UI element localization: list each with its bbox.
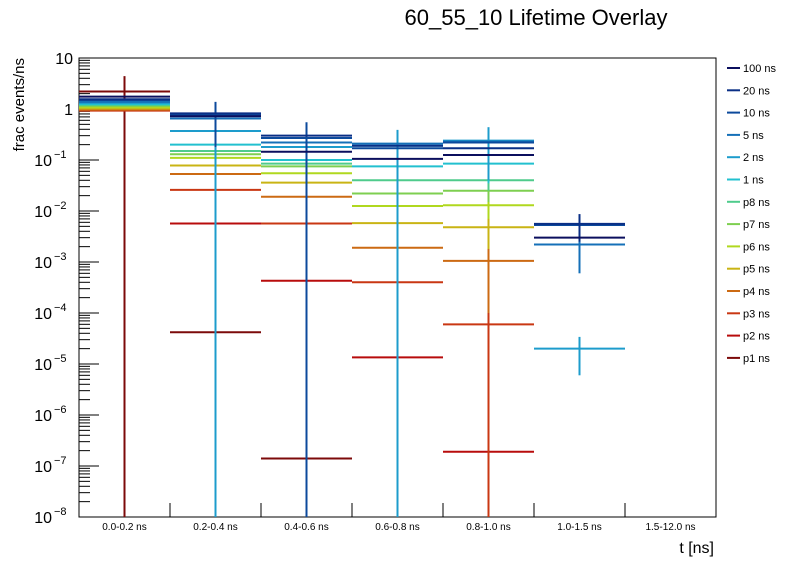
legend-label: p3 ns xyxy=(743,308,770,320)
y-tick-label: 10 xyxy=(34,204,52,221)
y-tick-label: 10 xyxy=(34,408,52,425)
x-tick-label: 1.5-12.0 ns xyxy=(645,522,695,533)
legend-item: p3 ns xyxy=(727,308,770,320)
legend-item: p8 ns xyxy=(727,197,770,209)
y-tick-label-exponent: −6 xyxy=(54,404,67,416)
y-tick-label-exponent: −1 xyxy=(54,149,67,161)
chart-title: 60_55_10 Lifetime Overlay xyxy=(405,5,668,30)
legend-label: 20 ns xyxy=(743,85,770,97)
x-tick-label: 0.0-0.2 ns xyxy=(102,522,146,533)
legend: 100 ns 20 ns 10 ns 5 ns 2 ns 1 ns p8 ns p7 ns p6… xyxy=(727,63,777,365)
legend-label: 1 ns xyxy=(743,175,764,187)
legend-item: 1 ns xyxy=(727,175,764,187)
series-10-ns xyxy=(79,99,625,517)
x-tick-label: 0.8-1.0 ns xyxy=(466,522,510,533)
legend-item: p5 ns xyxy=(727,264,770,276)
legend-label: p5 ns xyxy=(743,264,770,276)
x-tick-label: 0.4-0.6 ns xyxy=(284,522,328,533)
y-tick-label: 1 xyxy=(64,102,73,119)
y-tick-label: 10 xyxy=(34,306,52,323)
y-tick-label-exponent: −7 xyxy=(54,455,67,467)
legend-label: 5 ns xyxy=(743,130,764,142)
legend-item: p4 ns xyxy=(727,286,770,298)
y-tick-label-exponent: −3 xyxy=(54,251,67,263)
legend-label: p1 ns xyxy=(743,353,770,365)
x-tick-label: 1.0-1.5 ns xyxy=(557,522,601,533)
legend-item: p1 ns xyxy=(727,353,770,365)
legend-label: p2 ns xyxy=(743,331,770,343)
y-tick-label: 10 xyxy=(34,459,52,476)
series-100-ns xyxy=(79,95,625,239)
legend-label: 100 ns xyxy=(743,63,777,75)
x-tick-label: 0.6-0.8 ns xyxy=(375,522,419,533)
legend-item: 5 ns xyxy=(727,130,764,142)
y-tick-label: 10 xyxy=(55,51,73,68)
legend-label: p8 ns xyxy=(743,197,770,209)
y-tick-label-exponent: −2 xyxy=(54,200,67,212)
y-tick-label-exponent: −5 xyxy=(54,353,67,365)
y-tick-label: 10 xyxy=(34,510,52,527)
legend-item: 20 ns xyxy=(727,85,770,97)
x-axis: 0.0-0.2 ns 0.2-0.4 ns 0.4-0.6 ns 0.6-0.8 ns… xyxy=(78,503,717,533)
y-tick-label: 10 xyxy=(34,153,52,170)
legend-label: p7 ns xyxy=(743,219,770,231)
legend-item: p7 ns xyxy=(727,219,770,231)
series-2-ns xyxy=(79,101,625,517)
y-tick-label-exponent: −8 xyxy=(54,506,67,518)
y-axis-label: frac events/ns xyxy=(11,58,28,151)
legend-item: p6 ns xyxy=(727,241,770,253)
legend-label: p6 ns xyxy=(743,241,770,253)
y-tick-label: 10 xyxy=(34,255,52,272)
x-axis-label: t [ns] xyxy=(679,540,714,557)
x-tick-label: 0.2-0.4 ns xyxy=(193,522,237,533)
legend-label: 2 ns xyxy=(743,152,764,164)
y-tick-label: 10 xyxy=(34,357,52,374)
legend-item: 100 ns xyxy=(727,63,777,75)
series-20-ns xyxy=(79,98,625,242)
legend-item: 10 ns xyxy=(727,108,770,120)
legend-item: 2 ns xyxy=(727,152,764,164)
legend-item: p2 ns xyxy=(727,331,770,343)
legend-label: p4 ns xyxy=(743,286,770,298)
y-tick-label-exponent: −4 xyxy=(54,302,67,314)
series-layer xyxy=(79,76,625,517)
legend-label: 10 ns xyxy=(743,108,770,120)
